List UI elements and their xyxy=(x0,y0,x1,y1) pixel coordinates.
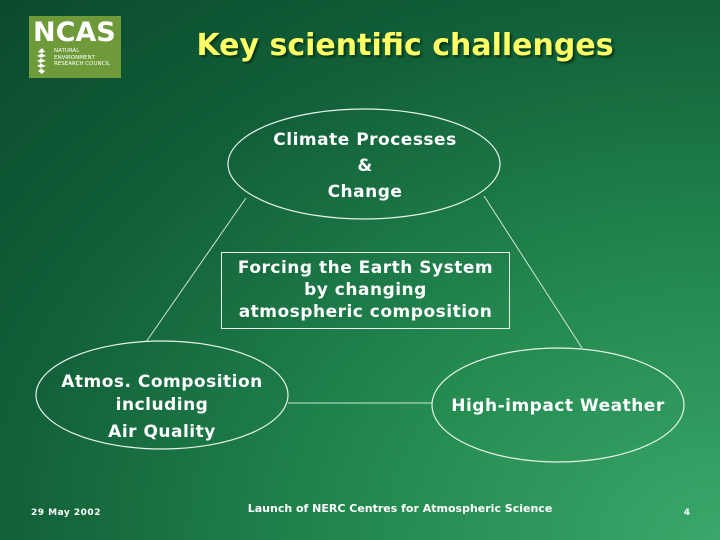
footer-date: 29 May 2002 xyxy=(31,508,101,518)
node-ellipse-weather xyxy=(431,347,685,463)
node-ellipse-climate xyxy=(227,108,501,220)
connector-top-left xyxy=(145,197,247,343)
logo-subtitle-line: RESEARCH COUNCIL xyxy=(54,61,111,68)
node-high-impact-weather: High-impact Weather xyxy=(432,393,684,419)
nerc-mark-icon xyxy=(37,48,46,74)
center-line: Forcing the Earth System xyxy=(237,258,494,278)
node-climate-processes: Climate Processes & Change xyxy=(232,127,498,205)
footer-page-number: 4 xyxy=(683,508,690,518)
node-line: & xyxy=(357,156,373,176)
node-line: Climate Processes xyxy=(273,130,457,150)
node-atmos-composition: Atmos. Composition including Air Quality xyxy=(40,369,284,449)
ncas-logo: NCAS NATURAL ENVIRONMENT RESEARCH COUNCI… xyxy=(29,16,121,78)
logo-subtitle-line: NATURAL xyxy=(54,48,80,54)
center-line: by changing xyxy=(304,280,427,300)
node-line: Atmos. Composition xyxy=(61,372,263,392)
node-line: including xyxy=(115,395,209,415)
node-line: Change xyxy=(327,182,403,202)
node-line: Air Quality xyxy=(108,422,216,442)
footer-event: Launch of NERC Centres for Atmospheric S… xyxy=(247,502,553,515)
logo-subtitle-line: ENVIRONMENT xyxy=(54,54,95,61)
node-line: High-impact Weather xyxy=(451,396,665,416)
connector-top-right xyxy=(483,195,583,349)
center-line: atmospheric composition xyxy=(238,302,493,322)
node-ellipse-composition xyxy=(35,340,289,450)
logo-subtitle: NATURAL ENVIRONMENT RESEARCH COUNCIL xyxy=(54,48,110,68)
center-forcing-box: Forcing the Earth System by changing atm… xyxy=(221,252,510,329)
logo-title: NCAS xyxy=(33,17,116,48)
slide-title: Key scientific challenges xyxy=(196,28,614,63)
